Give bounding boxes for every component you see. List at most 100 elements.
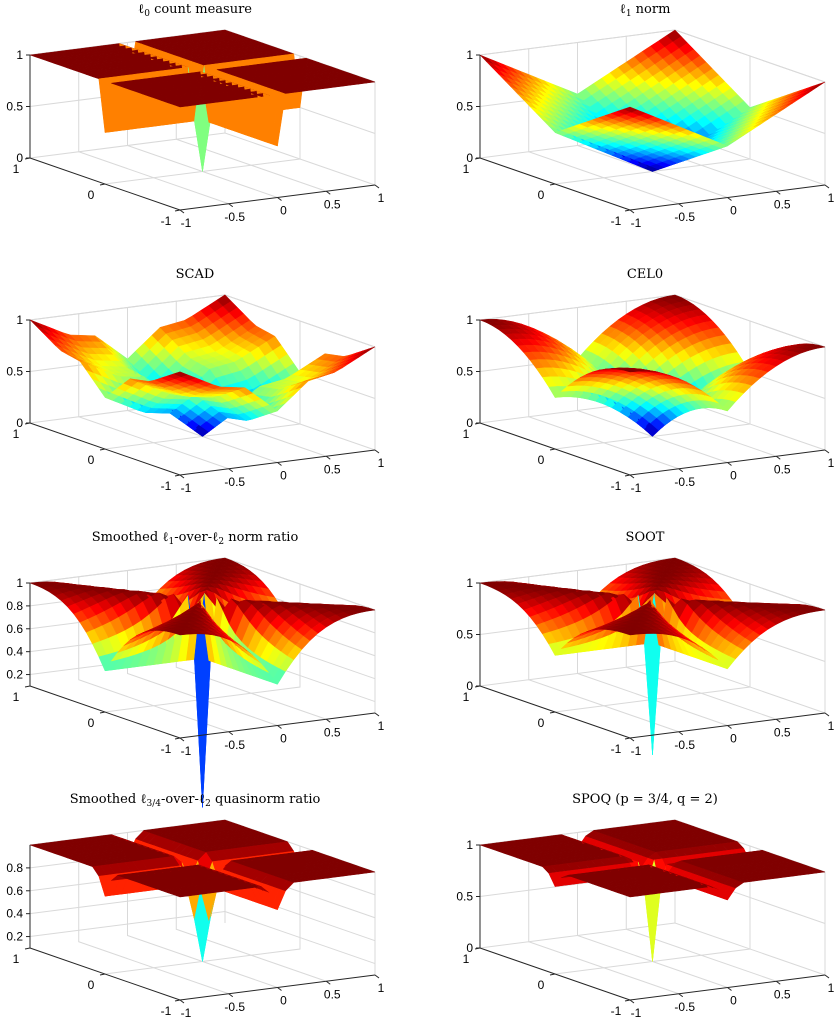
z-tick-label: 0 <box>16 416 23 430</box>
y-tick-label: 0 <box>88 716 95 730</box>
z-tick-label: 0 <box>466 416 473 430</box>
surface-cel0 <box>479 294 826 437</box>
x-tick-label: 0 <box>280 732 287 746</box>
surface-l34 <box>29 819 376 962</box>
surface-l1 <box>479 29 826 172</box>
y-tick-label: 0 <box>88 453 95 467</box>
z-tick-label: 1 <box>466 838 473 852</box>
subplot-spoq: SPOQ (p = 3/4, q = 2)-1 -0.5 0 0.5 1-10100.5… <box>456 792 834 1017</box>
x-tick-label: -0.5 <box>674 210 695 224</box>
y-tick-label: 1 <box>13 952 20 966</box>
x-tick-label: 0.5 <box>324 725 341 739</box>
x-tick-label: 0 <box>730 994 737 1008</box>
y-tick-label: -1 <box>611 1004 622 1017</box>
y-tick-label: -1 <box>611 479 622 493</box>
y-tick-label: 1 <box>13 690 20 704</box>
z-tick-label: 0 <box>16 151 23 165</box>
z-tick-label: 1 <box>466 48 473 62</box>
z-tick-label: 1 <box>16 576 23 590</box>
z-tick-label: 0.5 <box>6 100 23 114</box>
x-tick-label: -0.5 <box>674 738 695 752</box>
z-tick-label: 0 <box>466 151 473 165</box>
surface-patch <box>360 346 376 355</box>
y-tick-label: 0 <box>538 188 545 202</box>
x-tick-label: 0.5 <box>774 987 791 1001</box>
x-tick-label: -1 <box>631 744 642 758</box>
x-tick-label: 0 <box>280 204 287 218</box>
surface-spoq <box>479 819 826 962</box>
surface-scad <box>29 294 376 437</box>
y-tick-label: -1 <box>611 214 622 228</box>
z-tick-label: 0.2 <box>6 668 23 682</box>
z-tick-label: 0 <box>466 679 473 693</box>
y-tick-label: 1 <box>463 162 470 176</box>
x-tick-label: -0.5 <box>224 210 245 224</box>
subplot-title: SOOT <box>626 530 665 545</box>
x-tick-label: 0.5 <box>774 197 791 211</box>
x-tick-label: 0 <box>730 732 737 746</box>
x-tick-label: -0.5 <box>224 1000 245 1014</box>
y-tick-label: 0 <box>538 978 545 992</box>
y-tick-label: -1 <box>161 479 172 493</box>
x-tick-label: 0 <box>280 469 287 483</box>
z-tick-label: 0.5 <box>456 890 473 904</box>
x-tick-label: 1 <box>378 719 385 733</box>
subplot-title: Smoothed ℓ3/4-over-ℓ2 quasinorm ratio <box>70 792 321 809</box>
subplot-title: ℓ0 count measure <box>138 2 252 19</box>
subplot-title: Smoothed ℓ1-over-ℓ2 norm ratio <box>92 530 299 547</box>
x-tick-label: 1 <box>378 456 385 470</box>
y-tick-label: -1 <box>161 214 172 228</box>
z-tick-label: 0.6 <box>6 622 23 636</box>
x-tick-label: 0 <box>730 469 737 483</box>
y-tick-label: 0 <box>88 188 95 202</box>
gridline-z <box>29 132 376 186</box>
z-tick-label: 1 <box>16 313 23 327</box>
z-tick-label: 1 <box>16 48 23 62</box>
surface-patch <box>360 79 376 84</box>
x-tick-label: -0.5 <box>674 475 695 489</box>
x-tick-label: -1 <box>181 1006 192 1017</box>
x-tick-label: 0.5 <box>324 197 341 211</box>
y-tick-label: 0 <box>538 453 545 467</box>
z-tick-label: 0.2 <box>6 930 23 944</box>
x-tick-label: 0.5 <box>774 725 791 739</box>
z-tick-label: 0.8 <box>6 599 23 613</box>
z-tick-label: 0.4 <box>6 645 23 659</box>
subplot-l34: Smoothed ℓ3/4-over-ℓ2 quasinorm ratio-1-… <box>6 792 384 1017</box>
z-tick-label: 0.5 <box>456 100 473 114</box>
subplot-title: SCAD <box>176 267 215 282</box>
y-tick-label: -1 <box>161 1004 172 1017</box>
subplot-title: CEL0 <box>627 267 663 282</box>
x-tick-label: 0.5 <box>324 987 341 1001</box>
x-tick-label: 1 <box>828 191 835 205</box>
subplot-title: ℓ1 norm <box>620 2 671 19</box>
x-tick-label: 0 <box>730 204 737 218</box>
surface-patch <box>810 81 826 90</box>
x-tick-label: -1 <box>631 1006 642 1017</box>
y-tick-label: 0 <box>538 716 545 730</box>
z-tick-label: 0.5 <box>456 628 473 642</box>
subplot-title: SPOQ (p = 3/4, q = 2) <box>572 792 718 807</box>
x-tick-label: 0.5 <box>774 462 791 476</box>
x-tick-label: 1 <box>828 981 835 995</box>
y-tick-label: 1 <box>13 162 20 176</box>
z-tick-label: 0.5 <box>6 365 23 379</box>
x-tick-label: 1 <box>828 719 835 733</box>
z-tick-label: 0.6 <box>6 884 23 898</box>
z-tick-label: 1 <box>466 313 473 327</box>
surface-l0 <box>29 29 376 172</box>
x-tick-label: -1 <box>181 216 192 230</box>
y-tick-label: -1 <box>161 742 172 756</box>
z-tick-label: 1 <box>466 576 473 590</box>
x-tick-label: 0 <box>280 994 287 1008</box>
x-tick-label: 1 <box>828 456 835 470</box>
x-tick-label: -1 <box>181 481 192 495</box>
z-tick-label: 0.8 <box>6 861 23 875</box>
surface-l1l2 <box>29 557 376 808</box>
y-tick-label: 0 <box>88 978 95 992</box>
z-tick-label: 0 <box>466 941 473 955</box>
